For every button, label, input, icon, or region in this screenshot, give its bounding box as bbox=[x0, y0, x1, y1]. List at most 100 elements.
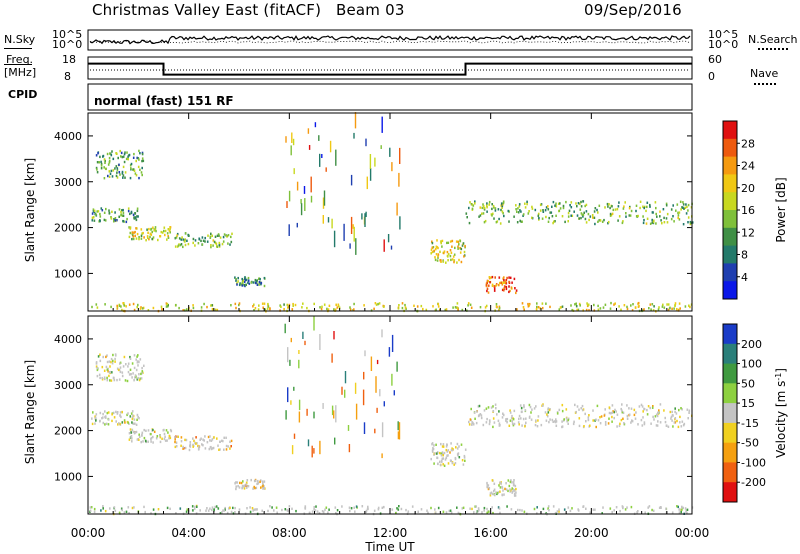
scatter-cell bbox=[234, 506, 236, 510]
scatter-cell bbox=[431, 443, 433, 446]
scatter-cell bbox=[263, 480, 266, 483]
scatter-cell bbox=[674, 421, 677, 424]
scatter-cell bbox=[256, 281, 258, 284]
scatter-cell bbox=[326, 307, 328, 311]
scatter-cell bbox=[108, 156, 111, 160]
scatter-cell bbox=[486, 206, 488, 209]
scatter-cell bbox=[153, 430, 156, 433]
scatter-cell bbox=[509, 488, 511, 491]
scatter-cell bbox=[264, 308, 267, 311]
scatter-cell bbox=[519, 219, 521, 223]
scatter-cell bbox=[501, 210, 504, 213]
scatter-cell bbox=[431, 241, 434, 245]
scatter-cell bbox=[286, 508, 288, 512]
scatter-cell bbox=[152, 441, 154, 444]
scatter-cell bbox=[141, 173, 143, 177]
scatter-streak bbox=[335, 405, 337, 423]
scatter-cell bbox=[254, 508, 257, 511]
scatter-cell bbox=[404, 303, 406, 307]
scatter-cell bbox=[657, 420, 659, 423]
scatter-cell bbox=[558, 209, 561, 212]
scatter-streak bbox=[296, 222, 298, 228]
scatter-cell bbox=[234, 276, 236, 279]
scatter-cell bbox=[484, 219, 487, 223]
scatter-cell bbox=[518, 417, 520, 421]
scatter-streak bbox=[287, 347, 289, 363]
scatter-streak bbox=[353, 132, 355, 139]
scatter-cell bbox=[131, 362, 134, 365]
colorbar-tick-label: 4 bbox=[741, 271, 748, 284]
scatter-cell bbox=[579, 208, 582, 211]
scatter-cell bbox=[197, 444, 199, 448]
scatter-cell bbox=[204, 240, 206, 243]
scatter-streak bbox=[307, 128, 310, 134]
scatter-cell bbox=[440, 259, 442, 262]
scatter-cell bbox=[571, 308, 573, 312]
scatter-cell bbox=[318, 512, 321, 515]
scatter-cell bbox=[446, 241, 448, 245]
scatter-cell bbox=[500, 204, 502, 207]
scatter-cell bbox=[122, 220, 124, 223]
nsearch-trace bbox=[89, 40, 691, 44]
scatter-cell bbox=[607, 220, 610, 224]
scatter-cell bbox=[243, 487, 246, 490]
scatter-cell bbox=[139, 307, 142, 310]
scatter-cell bbox=[467, 302, 470, 305]
scatter-cell bbox=[126, 379, 129, 383]
scatter-cell bbox=[251, 507, 254, 510]
colorbar-label-close: ] bbox=[774, 368, 788, 373]
scatter-cell bbox=[651, 508, 653, 512]
scatter-cell bbox=[530, 411, 532, 414]
scatter-cell bbox=[104, 410, 106, 413]
scatter-cell bbox=[493, 289, 496, 292]
scatter-streak bbox=[374, 428, 376, 434]
scatter-cell bbox=[179, 507, 182, 510]
scatter-cell bbox=[126, 217, 128, 221]
freq-tick-bottom: 8 bbox=[64, 70, 71, 83]
scatter-cell bbox=[164, 229, 167, 233]
scatter-cell bbox=[541, 217, 544, 220]
scatter-cell bbox=[581, 408, 584, 412]
scatter-cell bbox=[131, 440, 133, 443]
scatter-streak bbox=[365, 138, 367, 147]
scatter-cell bbox=[271, 506, 273, 509]
scatter-cell bbox=[494, 403, 497, 406]
scatter-cell bbox=[502, 287, 505, 291]
scatter-cell bbox=[127, 365, 129, 368]
scatter-cell bbox=[254, 307, 257, 310]
scatter-cell bbox=[674, 410, 676, 414]
scatter-cell bbox=[165, 302, 168, 305]
scatter-cell bbox=[614, 208, 617, 211]
scatter-cell bbox=[607, 205, 609, 208]
colorbar-swatch bbox=[723, 324, 737, 345]
scatter-cell bbox=[487, 406, 490, 409]
scatter-cell bbox=[633, 413, 636, 417]
scatter-cell bbox=[434, 256, 436, 259]
scatter-cell bbox=[213, 436, 215, 439]
frequency-trace bbox=[88, 62, 692, 76]
scatter-cell bbox=[458, 243, 460, 246]
scatter-cell bbox=[450, 442, 452, 445]
scatter-cell bbox=[148, 227, 150, 231]
scatter-cell bbox=[239, 282, 241, 285]
scatter-cell bbox=[94, 416, 97, 419]
scatter-streak bbox=[291, 445, 294, 455]
scatter-cell bbox=[214, 505, 216, 509]
scatter-cell bbox=[506, 417, 509, 421]
panel-frame bbox=[87, 315, 693, 515]
scatter-cell bbox=[673, 421, 676, 424]
scatter-cell bbox=[670, 208, 673, 211]
scatter-cell bbox=[552, 505, 555, 508]
scatter-cell bbox=[181, 236, 183, 239]
scatter-cell bbox=[267, 302, 269, 306]
scatter-cell bbox=[495, 407, 497, 410]
scatter-cell bbox=[199, 438, 201, 441]
scatter-cell bbox=[256, 279, 258, 282]
scatter-cell bbox=[526, 200, 528, 203]
scatter-cell bbox=[575, 302, 577, 305]
scatter-cell bbox=[156, 435, 159, 438]
scatter-cell bbox=[114, 357, 116, 361]
scatter-cell bbox=[214, 235, 217, 238]
scatter-cell bbox=[492, 212, 494, 215]
scatter-cell bbox=[127, 412, 129, 415]
